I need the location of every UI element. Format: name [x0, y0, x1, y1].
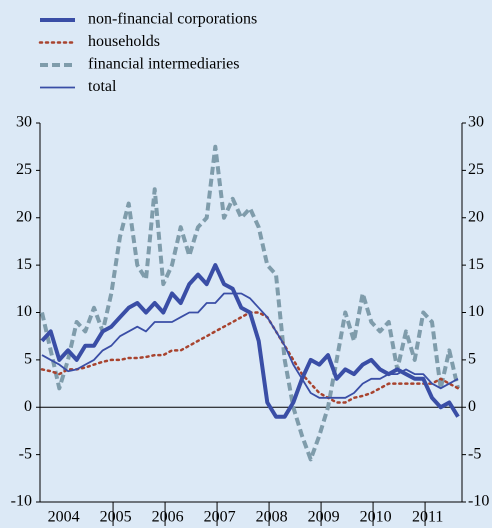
y-tick-label-right: -5 [468, 445, 481, 462]
y-tick-label-right: 0 [468, 398, 476, 415]
series-line [40, 263, 460, 419]
x-tick-label: 2006 [152, 509, 184, 526]
series-line [41, 292, 459, 399]
x-tick-label: 2007 [204, 509, 236, 526]
legend-label: households [88, 33, 160, 50]
y-tick-label: 15 [16, 256, 32, 273]
x-tick-label: 2008 [256, 509, 288, 526]
y-tick-label: 5 [24, 351, 32, 368]
y-tick-label: 10 [16, 303, 32, 320]
y-tick-label-right: 25 [468, 161, 484, 178]
x-tick-label: 2010 [360, 509, 392, 526]
y-tick-label-right: 20 [468, 208, 484, 225]
y-tick-label-right: 30 [468, 114, 484, 131]
y-tick-label: 20 [16, 208, 32, 225]
x-tick-label: 2011 [412, 509, 443, 526]
y-tick-label-right: 10 [468, 303, 484, 320]
x-tick-label: 2005 [100, 509, 132, 526]
x-tick-label: 2004 [48, 509, 80, 526]
y-tick-label: -5 [19, 445, 32, 462]
legend-label: non-financial corporations [88, 11, 257, 28]
y-tick-label: 0 [24, 398, 32, 415]
y-tick-label-right: 15 [468, 256, 484, 273]
legend-label: financial intermediaries [88, 56, 239, 73]
x-tick-label: 2009 [308, 509, 340, 526]
y-tick-label: 25 [16, 161, 32, 178]
y-tick-label: 30 [16, 114, 32, 131]
y-tick-label: -10 [11, 493, 32, 510]
y-tick-label-right: 5 [468, 351, 476, 368]
y-tick-label-right: -10 [468, 493, 489, 510]
series-line [40, 144, 460, 462]
legend-label: total [88, 78, 117, 95]
